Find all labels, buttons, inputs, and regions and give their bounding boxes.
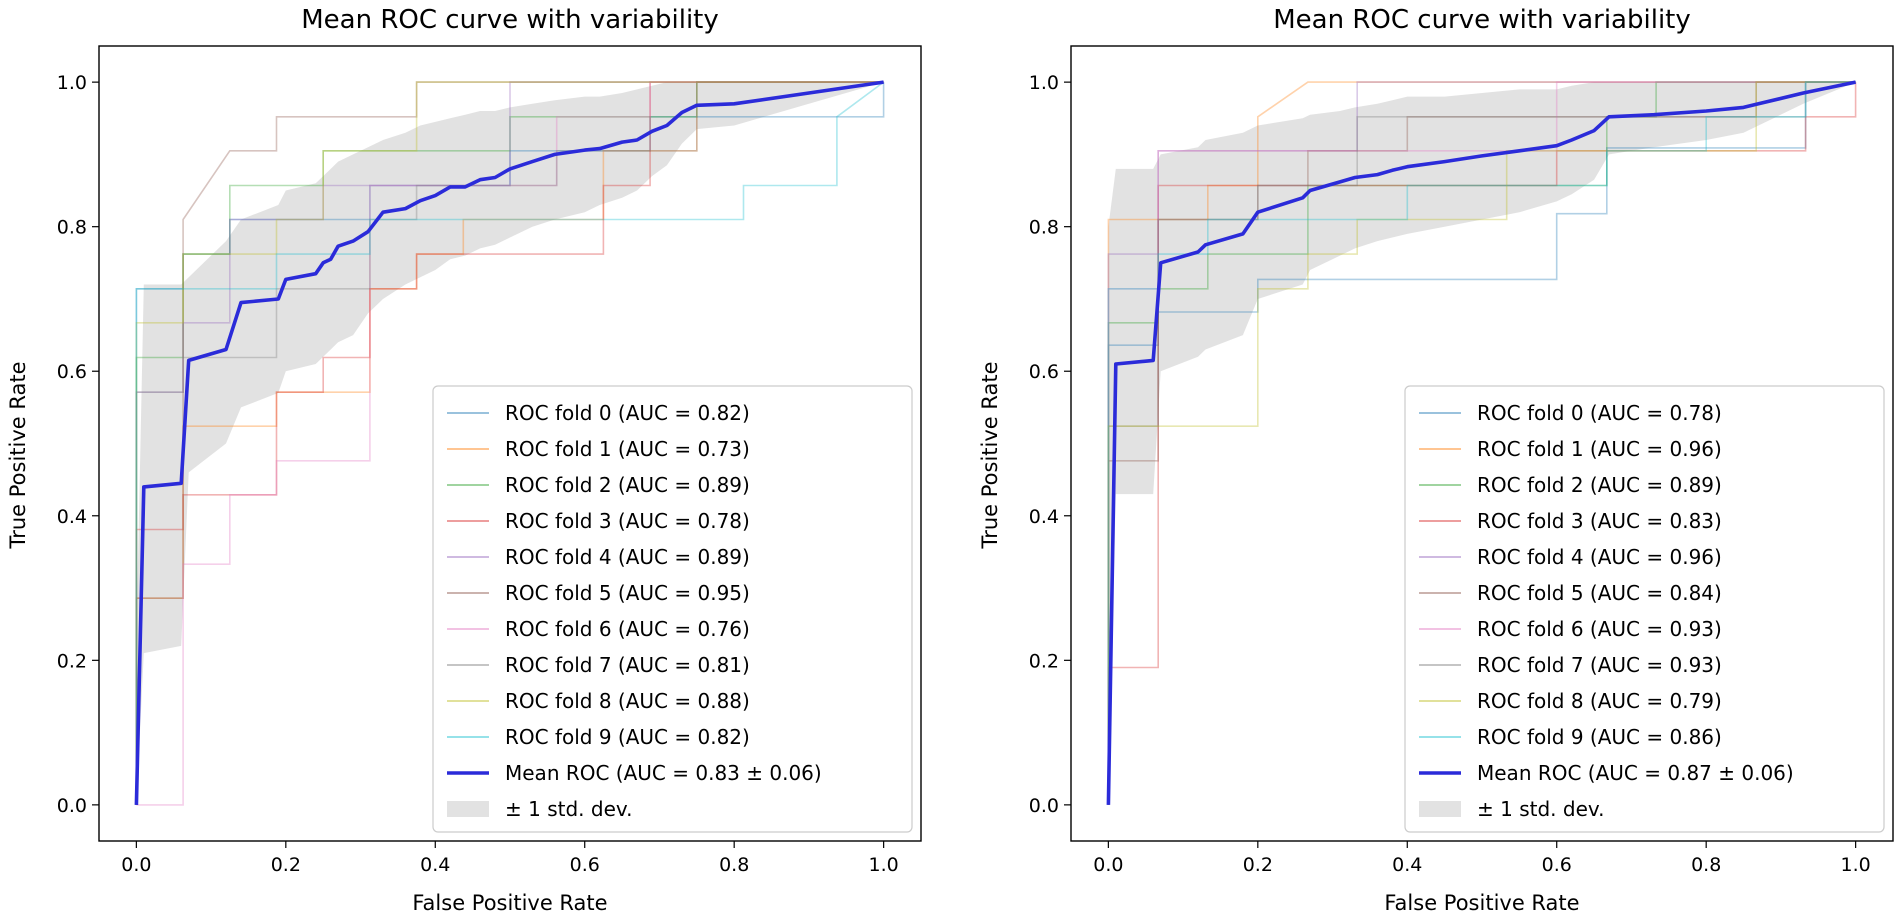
right-x-tick-label: 1.0 [1841,854,1871,876]
right-legend-fold-9-label: ROC fold 9 (AUC = 0.86) [1477,725,1722,749]
right-roc-fold-0-line [1107,81,1856,805]
left-legend-fold-7-label: ROC fold 7 (AUC = 0.81) [505,653,750,677]
right-roc-fold-8-line [1107,81,1856,805]
right-roc-fold-1-line [1107,81,1856,805]
left-plot-frame [98,45,922,842]
left-legend: ROC fold 0 (AUC = 0.82) ROC fold 1 (AUC =… [432,385,913,833]
left-x-tick-label: 0.4 [420,854,450,876]
right-legend-fold-4-label: ROC fold 4 (AUC = 0.96) [1477,545,1722,569]
right-y-tick-label: 1.0 [1029,72,1059,94]
left-legend-fold-6-label: ROC fold 6 (AUC = 0.76) [505,617,750,641]
right-legend-box [1404,385,1885,833]
left-y-tick-label: 0.0 [57,795,87,817]
right-legend-fold-0-label: ROC fold 0 (AUC = 0.78) [1477,401,1722,425]
left-legend-band-swatch [447,801,489,817]
right-legend-mean-label: Mean ROC (AUC = 0.87 ± 0.06) [1477,761,1794,785]
left-legend-fold-4-label: ROC fold 4 (AUC = 0.89) [505,545,750,569]
left-x-tick-label: 0.2 [271,854,301,876]
left-roc-panel: Mean ROC curve with variability False Po… [6,5,922,915]
left-y-axis-label: True Positive Rate [6,361,30,549]
right-legend-band-label: ± 1 std. dev. [1477,797,1605,821]
left-roc-fold-4-line [135,81,884,805]
left-legend-fold-9-label: ROC fold 9 (AUC = 0.82) [505,725,750,749]
left-legend-band-label: ± 1 std. dev. [505,797,633,821]
right-legend-fold-5-label: ROC fold 5 (AUC = 0.84) [1477,581,1722,605]
right-std-dev-band [1108,82,1856,805]
right-x-tick-label: 0.2 [1243,854,1273,876]
right-y-tick-label: 0.2 [1029,650,1059,672]
right-legend-band-swatch [1419,801,1461,817]
left-legend-fold-5-label: ROC fold 5 (AUC = 0.95) [505,581,750,605]
right-legend-fold-1-label: ROC fold 1 (AUC = 0.96) [1477,437,1722,461]
right-y-tick-label: 0.4 [1029,506,1059,528]
left-legend-mean-label: Mean ROC (AUC = 0.83 ± 0.06) [505,761,822,785]
left-roc-fold-5-line [135,81,884,805]
right-roc-fold-3-line [1107,82,1857,805]
left-y-tick-label: 0.8 [57,217,87,239]
left-roc-fold-1-line [135,81,884,805]
left-legend-fold-2-label: ROC fold 2 (AUC = 0.89) [505,473,750,497]
left-legend-fold-8-label: ROC fold 8 (AUC = 0.88) [505,689,750,713]
left-mean-roc-line [134,80,884,805]
right-y-tick-label: 0.0 [1029,795,1059,817]
right-chart-title: Mean ROC curve with variability [1273,5,1691,35]
right-roc-fold-6-line [1107,81,1856,805]
right-roc-fold-2-line [1107,81,1856,805]
left-x-tick-label: 0.8 [719,854,749,876]
right-roc-fold-5-line [1107,81,1856,805]
left-roc-fold-3-line [135,81,884,805]
left-x-axis-label: False Positive Rate [412,891,607,915]
right-roc-fold-4-line [1107,81,1856,805]
left-legend-fold-1-label: ROC fold 1 (AUC = 0.73) [505,437,750,461]
left-roc-fold-2-line [135,81,884,805]
right-roc-panel: Mean ROC curve with variability False Po… [978,5,1894,915]
left-y-tick-label: 0.6 [57,361,87,383]
left-roc-fold-9-line [135,81,885,805]
right-x-tick-label: 0.8 [1691,854,1721,876]
left-legend-box [432,385,913,833]
left-y-tick-label: 0.2 [57,650,87,672]
right-x-axis-label: False Positive Rate [1384,891,1579,915]
left-y-tick-label: 0.4 [57,506,87,528]
left-x-tick-label: 0.0 [121,854,151,876]
right-x-tick-label: 0.6 [1542,854,1572,876]
left-x-tick-label: 0.6 [570,854,600,876]
left-roc-fold-8-line [135,81,884,805]
right-legend-fold-7-label: ROC fold 7 (AUC = 0.93) [1477,653,1722,677]
left-chart-title: Mean ROC curve with variability [301,5,719,35]
left-roc-fold-6-line [136,81,884,806]
right-y-tick-label: 0.8 [1029,217,1059,239]
left-roc-fold-0-line [135,82,885,805]
right-legend-fold-8-label: ROC fold 8 (AUC = 0.79) [1477,689,1722,713]
right-plot-frame [1070,45,1894,842]
right-legend-fold-6-label: ROC fold 6 (AUC = 0.93) [1477,617,1722,641]
left-y-tick-label: 1.0 [57,72,87,94]
right-mean-roc-line [1106,80,1856,805]
right-y-tick-label: 0.6 [1029,361,1059,383]
left-roc-fold-7-line [135,81,884,805]
left-legend-fold-0-label: ROC fold 0 (AUC = 0.82) [505,401,750,425]
left-x-tick-label: 1.0 [869,854,899,876]
right-x-tick-label: 0.4 [1392,854,1422,876]
right-x-tick-label: 0.0 [1093,854,1123,876]
right-legend: ROC fold 0 (AUC = 0.78) ROC fold 1 (AUC =… [1404,385,1885,833]
right-roc-fold-7-line [1107,81,1856,805]
left-legend-fold-3-label: ROC fold 3 (AUC = 0.78) [505,509,750,533]
right-legend-fold-3-label: ROC fold 3 (AUC = 0.83) [1477,509,1722,533]
right-y-axis-label: True Positive Rate [978,361,1002,549]
right-legend-fold-2-label: ROC fold 2 (AUC = 0.89) [1477,473,1722,497]
